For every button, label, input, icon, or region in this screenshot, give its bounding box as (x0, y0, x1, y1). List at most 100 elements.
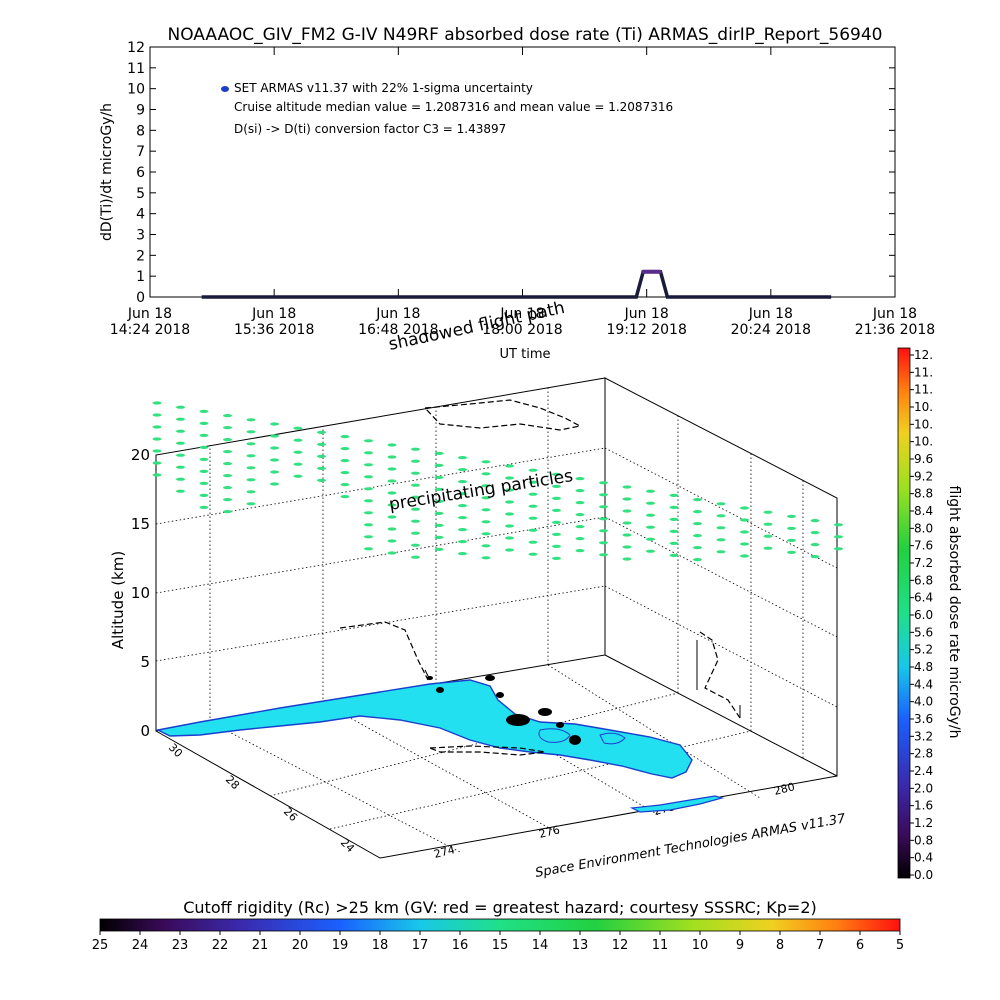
particle-marker (528, 516, 538, 520)
particle-marker (411, 519, 420, 523)
particle-marker (528, 492, 538, 496)
particle-marker (763, 522, 773, 526)
particle-marker (599, 493, 608, 497)
particle-marker (411, 531, 420, 535)
particle-marker (646, 549, 655, 553)
y-tick-label: 5 (136, 186, 145, 202)
particle-marker (176, 453, 185, 457)
dose-tick-label: 6.8 (914, 573, 933, 587)
latitude-axis: 30 28 26 24 (166, 741, 357, 855)
x-tick-label-date: Jun 18 (375, 306, 420, 322)
particle-marker (505, 512, 514, 516)
particle-marker (223, 438, 232, 442)
particle-marker (575, 477, 585, 481)
x-tick-label-date: Jun 18 (499, 306, 544, 322)
particle-marker (669, 553, 679, 558)
particle-marker (481, 508, 491, 512)
particle-marker (246, 442, 256, 446)
particle-marker (693, 558, 702, 562)
particle-marker (458, 492, 467, 496)
dose-tick-label: 4.4 (914, 677, 933, 691)
particle-marker (740, 506, 749, 510)
particle-marker (246, 502, 256, 506)
particle-marker (669, 529, 679, 534)
particle-marker (552, 484, 561, 488)
particle-marker (763, 534, 773, 538)
particle-marker (458, 552, 467, 556)
particle-marker (270, 458, 279, 462)
dose-tick-label: 4.8 (914, 660, 933, 674)
particle-marker (340, 483, 350, 487)
particle-marker (481, 520, 491, 524)
particle-marker (387, 551, 397, 555)
altitude-tick-label: 0 (140, 722, 150, 740)
particle-marker (387, 503, 397, 507)
rigidity-tick-label: 13 (572, 938, 589, 953)
particle-marker (481, 484, 491, 488)
legend-marker (221, 86, 229, 92)
particle-marker (411, 483, 420, 487)
shadowed-flight-path (339, 399, 741, 756)
particle-marker (434, 535, 444, 540)
particle-marker (599, 505, 608, 509)
y-tick-label: 3 (136, 228, 145, 244)
particle-marker (552, 532, 561, 537)
particle-marker (810, 555, 820, 559)
flight-path-ties (424, 640, 741, 718)
dose-tick-label: 9.2 (914, 469, 933, 483)
particle-marker (599, 517, 608, 521)
rigidity-tick-label: 19 (332, 938, 349, 953)
particle-marker (481, 496, 491, 500)
altitude-tick-label: 5 (140, 653, 150, 671)
particle-marker (199, 469, 209, 473)
rigidity-colorbar: Cutoff rigidity (Rc) >25 km (GV: red = g… (92, 898, 904, 953)
particle-marker (199, 445, 209, 449)
particle-marker (364, 487, 373, 491)
rigidity-tick-label: 21 (252, 938, 269, 953)
dose-tick-label: 10. (914, 400, 933, 414)
y-tick-label: 11 (127, 61, 145, 77)
particle-marker (411, 543, 420, 547)
y-tick-label: 9 (136, 103, 145, 119)
particle-marker (740, 542, 749, 546)
rigidity-tick-label: 6 (856, 938, 864, 953)
x-tick-label-date: Jun 18 (748, 306, 793, 322)
x-tick-label-time: 15:36 2018 (234, 322, 314, 338)
particle-marker (199, 481, 209, 485)
dose-tick-label: 2.4 (914, 764, 933, 778)
particle-marker (505, 524, 514, 528)
particle-marker (270, 470, 279, 474)
particle-marker (552, 508, 561, 512)
dose-rate-point (657, 269, 662, 274)
particle-marker (199, 457, 209, 461)
rigidity-tick-label: 22 (212, 938, 229, 953)
particle-marker (575, 525, 585, 529)
dose-tick-label: 2.0 (914, 781, 933, 795)
x-tick-label-time: 19:12 2018 (606, 322, 686, 338)
particle-marker (364, 475, 373, 479)
back-wall (155, 377, 606, 732)
particle-marker (599, 529, 608, 533)
rigidity-colorbar-ticks: 25 24 23 22 21 20 19 18 17 16 15 14 13 12 11 10 9 8 7 6 5 (92, 931, 904, 953)
particle-marker (199, 505, 209, 509)
particle-marker (599, 481, 608, 485)
particle-marker (622, 557, 632, 561)
particle-marker (364, 463, 373, 467)
particle-marker (340, 435, 350, 439)
particle-marker (340, 471, 350, 475)
particle-marker (458, 504, 467, 508)
particle-marker (246, 478, 256, 482)
longitude-tick-label: 280 (773, 780, 797, 798)
particle-marker (787, 526, 796, 531)
bay-outline (599, 732, 626, 745)
particle-marker (458, 480, 467, 484)
particle-marker (387, 479, 397, 483)
rigidity-tick-label: 25 (92, 938, 109, 953)
particle-marker (622, 521, 632, 525)
particle-marker (152, 437, 162, 441)
particle-marker (505, 536, 514, 540)
dose-tick-label: 0.4 (914, 851, 933, 865)
